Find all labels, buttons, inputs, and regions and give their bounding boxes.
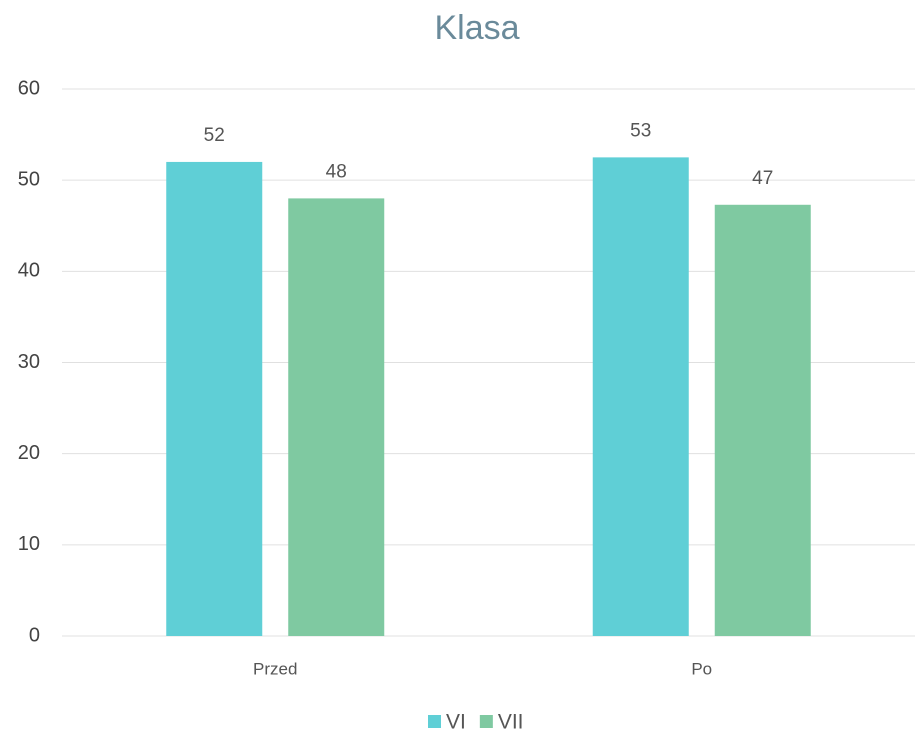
y-tick-label: 30 xyxy=(18,351,40,373)
legend-swatch xyxy=(479,715,493,728)
data-label: 52 xyxy=(204,125,225,146)
x-tick-label: Przed xyxy=(253,659,297,678)
chart-title: Klasa xyxy=(434,9,519,47)
y-tick-label: 20 xyxy=(18,442,40,464)
legend-label: VI xyxy=(446,711,466,734)
data-label: 53 xyxy=(630,120,651,141)
legend-swatch xyxy=(428,715,441,728)
y-tick-label: 10 xyxy=(18,533,40,555)
bar xyxy=(166,161,263,636)
y-tick-label: 50 xyxy=(18,168,40,190)
data-label: 48 xyxy=(326,161,347,182)
y-tick-label: 0 xyxy=(29,624,40,646)
x-tick-label: Po xyxy=(691,659,712,678)
bar xyxy=(288,198,385,636)
data-label: 47 xyxy=(752,168,773,189)
bar xyxy=(714,204,811,636)
legend-label: VII xyxy=(498,711,524,734)
bar xyxy=(592,157,689,636)
y-tick-label: 40 xyxy=(18,260,40,282)
y-tick-label: 60 xyxy=(18,77,40,99)
